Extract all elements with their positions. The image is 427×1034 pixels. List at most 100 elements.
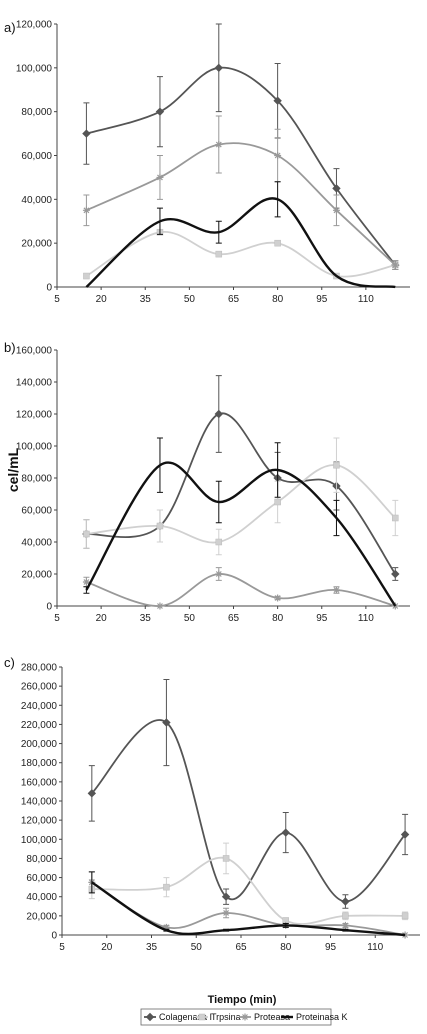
data-point xyxy=(391,261,399,269)
series-proteinasa-k xyxy=(83,437,397,607)
y-tick-label: 100,000 xyxy=(16,63,53,74)
data-point xyxy=(274,152,282,159)
legend-label: Proteinasa K xyxy=(296,1012,348,1022)
x-tick-label: 20 xyxy=(96,613,108,624)
data-point xyxy=(82,206,90,214)
series-colagenasa-i xyxy=(82,375,400,581)
x-tick-label: 5 xyxy=(59,942,65,953)
x-tick-label: 5 xyxy=(54,613,60,624)
y-tick-label: 0 xyxy=(46,602,52,613)
x-tick-label: 35 xyxy=(140,294,152,305)
y-tick-label: 140,000 xyxy=(21,797,58,808)
series-line xyxy=(91,881,406,937)
x-tick-label: 35 xyxy=(140,613,152,624)
series-line xyxy=(86,66,397,266)
series-trpsina xyxy=(83,437,399,556)
y-tick-label: 260,000 xyxy=(21,682,58,693)
x-tick-label: 95 xyxy=(316,613,328,624)
y-tick-label: 40,000 xyxy=(26,892,57,903)
legend-item-trpsina: Trpsina xyxy=(196,1012,241,1022)
data-point xyxy=(162,923,170,931)
x-tick-label: 80 xyxy=(280,942,292,953)
data-point xyxy=(214,409,223,419)
data-point xyxy=(87,789,97,798)
legend-marker xyxy=(241,1013,249,1021)
series-line xyxy=(86,412,397,575)
series-colagenasa-i xyxy=(82,23,400,270)
panel-label: c) xyxy=(4,655,15,670)
legend-label: Colagenasa I xyxy=(159,1012,212,1022)
y-tick-label: 280,000 xyxy=(21,663,58,674)
error-bar xyxy=(215,220,222,244)
x-tick-label: 80 xyxy=(272,294,284,305)
error-bar xyxy=(223,928,230,932)
series-line xyxy=(85,461,397,607)
y-tick-label: 240,000 xyxy=(21,701,58,712)
y-tick-label: 100,000 xyxy=(16,442,53,453)
series-proteasa xyxy=(82,115,399,270)
x-tick-label: 110 xyxy=(358,294,374,305)
y-tick-label: 20,000 xyxy=(21,239,52,250)
error-bar xyxy=(342,928,349,932)
x-tick-label: 65 xyxy=(228,613,240,624)
x-tick-label: 50 xyxy=(184,613,196,624)
series-proteinasa-k xyxy=(85,181,396,289)
data-point xyxy=(215,538,223,546)
data-point xyxy=(156,602,164,610)
x-tick-label: 20 xyxy=(96,294,108,305)
legend-marker xyxy=(145,1012,155,1022)
y-tick-label: 120,000 xyxy=(16,410,53,421)
data-point xyxy=(341,897,350,906)
data-point xyxy=(215,250,223,258)
error-bar xyxy=(88,871,95,894)
y-tick-label: 120,000 xyxy=(21,816,58,827)
y-tick-label: 180,000 xyxy=(21,758,58,769)
series-proteasa xyxy=(82,567,399,610)
series-colagenasa-i xyxy=(87,678,410,909)
data-point xyxy=(215,141,223,149)
series-line xyxy=(86,464,396,544)
legend-marker xyxy=(198,1013,206,1021)
y-tick-label: 0 xyxy=(46,283,52,294)
data-point xyxy=(222,855,230,862)
data-point xyxy=(215,570,223,578)
x-tick-label: 20 xyxy=(101,942,113,953)
error-bar xyxy=(274,442,281,498)
x-tick-label: 50 xyxy=(184,294,196,305)
error-bar xyxy=(163,928,170,932)
y-tick-label: 200,000 xyxy=(21,739,58,750)
data-point xyxy=(273,96,282,105)
series-proteinasa-k xyxy=(88,871,406,937)
chart-panel-1: a) 0 20,000 40,000 60,000 80,000 100,000 120,00… xyxy=(4,20,410,305)
panel-label: a) xyxy=(4,20,16,35)
x-tick-label: 110 xyxy=(367,942,383,953)
data-point xyxy=(400,830,410,839)
data-point xyxy=(391,569,400,579)
y-tick-label: 60,000 xyxy=(26,873,57,884)
legend-label: Proteasa xyxy=(254,1012,290,1022)
error-bar xyxy=(83,586,90,594)
y-tick-label: 80,000 xyxy=(21,107,52,118)
data-point xyxy=(274,498,281,506)
data-point xyxy=(222,909,230,917)
error-bar xyxy=(274,181,281,218)
series-trpsina xyxy=(83,228,399,280)
x-tick-label: 35 xyxy=(146,942,158,953)
y-tick-label: 220,000 xyxy=(21,720,58,731)
data-point xyxy=(274,594,282,602)
data-point xyxy=(401,912,409,920)
data-point xyxy=(163,883,170,891)
series-line xyxy=(91,719,406,903)
legend-item-colagenasa-i: Colagenasa I xyxy=(144,1012,212,1022)
y-tick-label: 140,000 xyxy=(16,378,53,389)
y-tick-label: 0 xyxy=(51,931,57,942)
y-axis-label: cel/mL xyxy=(5,447,21,492)
x-tick-label: 5 xyxy=(54,294,60,305)
data-point xyxy=(82,129,91,138)
error-bar xyxy=(156,437,163,493)
error-bar xyxy=(282,923,289,928)
chart-panel-2: b) 0 20,000 40,000 60,000 80,000 100,000 120,00… xyxy=(4,340,410,624)
x-tick-label: 50 xyxy=(191,942,203,953)
y-tick-label: 160,000 xyxy=(21,777,58,788)
